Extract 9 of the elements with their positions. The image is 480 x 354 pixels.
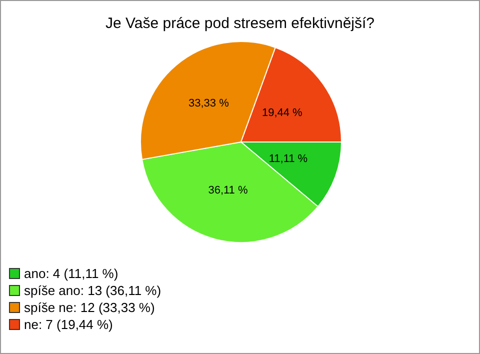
data-label: 19,44 % [262, 107, 303, 120]
legend-label: ano: 4 (11,11 %) [24, 265, 118, 282]
data-label: 33,33 % [188, 98, 230, 110]
data-label: 36,11 % [208, 184, 248, 197]
legend-label: ne: 7 (19,44 %) [24, 316, 113, 333]
legend-label: spíše ano: 13 (36,11 %) [24, 282, 162, 299]
chart-title: Je Vaše práce pod stresem efektivnější? [104, 15, 376, 32]
data-label: 11,11 % [268, 153, 308, 166]
legend-label: spíše ne: 12 (33,33 %) [24, 299, 155, 316]
